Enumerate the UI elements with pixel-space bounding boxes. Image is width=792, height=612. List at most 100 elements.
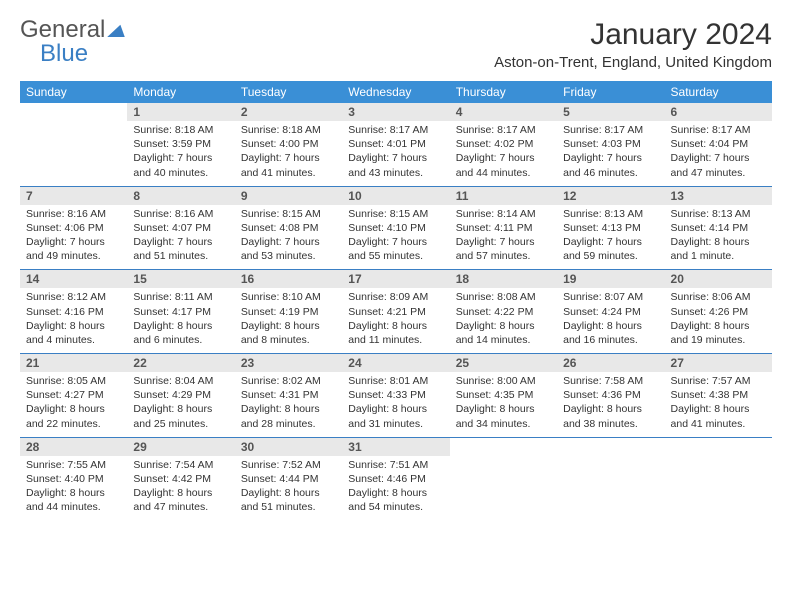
sunrise-text: Sunrise: 8:02 AM <box>241 374 336 388</box>
day-cell: 24Sunrise: 8:01 AMSunset: 4:33 PMDayligh… <box>342 354 449 437</box>
sunrise-text: Sunrise: 7:55 AM <box>26 458 121 472</box>
daylight-text-1: Daylight: 7 hours <box>348 151 443 165</box>
day-cell: 31Sunrise: 7:51 AMSunset: 4:46 PMDayligh… <box>342 438 449 521</box>
empty-day-cell <box>450 438 557 521</box>
daylight-text-1: Daylight: 8 hours <box>241 486 336 500</box>
sunset-text: Sunset: 4:04 PM <box>671 137 766 151</box>
sunset-text: Sunset: 4:03 PM <box>563 137 658 151</box>
sunrise-text: Sunrise: 8:17 AM <box>671 123 766 137</box>
day-details: Sunrise: 8:06 AMSunset: 4:26 PMDaylight:… <box>665 288 772 353</box>
day-number: 6 <box>665 103 772 121</box>
day-number: 3 <box>342 103 449 121</box>
day-number: 30 <box>235 438 342 456</box>
logo: GeneralBlue <box>20 18 125 66</box>
sunrise-text: Sunrise: 8:13 AM <box>671 207 766 221</box>
daylight-text-1: Daylight: 7 hours <box>241 151 336 165</box>
sunrise-text: Sunrise: 8:17 AM <box>348 123 443 137</box>
empty-day-cell <box>665 438 772 521</box>
day-cell: 25Sunrise: 8:00 AMSunset: 4:35 PMDayligh… <box>450 354 557 437</box>
weekday-tuesday: Tuesday <box>235 81 342 103</box>
sunrise-text: Sunrise: 8:04 AM <box>133 374 228 388</box>
daylight-text-2: and 47 minutes. <box>671 166 766 180</box>
week-row: 7Sunrise: 8:16 AMSunset: 4:06 PMDaylight… <box>20 187 772 271</box>
logo-text-blue: Blue <box>40 40 88 67</box>
day-details: Sunrise: 8:14 AMSunset: 4:11 PMDaylight:… <box>450 205 557 270</box>
sunset-text: Sunset: 4:33 PM <box>348 388 443 402</box>
daylight-text-2: and 43 minutes. <box>348 166 443 180</box>
weekday-sunday: Sunday <box>20 81 127 103</box>
daylight-text-2: and 49 minutes. <box>26 249 121 263</box>
day-cell: 20Sunrise: 8:06 AMSunset: 4:26 PMDayligh… <box>665 270 772 353</box>
day-cell: 9Sunrise: 8:15 AMSunset: 4:08 PMDaylight… <box>235 187 342 270</box>
weekday-header-row: SundayMondayTuesdayWednesdayThursdayFrid… <box>20 81 772 103</box>
sunset-text: Sunset: 4:22 PM <box>456 305 551 319</box>
sunset-text: Sunset: 4:44 PM <box>241 472 336 486</box>
daylight-text-2: and 44 minutes. <box>26 500 121 514</box>
day-details: Sunrise: 7:57 AMSunset: 4:38 PMDaylight:… <box>665 372 772 437</box>
daylight-text-2: and 53 minutes. <box>241 249 336 263</box>
daylight-text-1: Daylight: 8 hours <box>456 402 551 416</box>
daylight-text-1: Daylight: 8 hours <box>241 402 336 416</box>
calendar: SundayMondayTuesdayWednesdayThursdayFrid… <box>20 81 772 520</box>
day-details: Sunrise: 8:08 AMSunset: 4:22 PMDaylight:… <box>450 288 557 353</box>
sunset-text: Sunset: 4:46 PM <box>348 472 443 486</box>
daylight-text-2: and 59 minutes. <box>563 249 658 263</box>
daylight-text-1: Daylight: 8 hours <box>348 402 443 416</box>
day-cell: 1Sunrise: 8:18 AMSunset: 3:59 PMDaylight… <box>127 103 234 186</box>
sunrise-text: Sunrise: 8:06 AM <box>671 290 766 304</box>
daylight-text-1: Daylight: 8 hours <box>241 319 336 333</box>
weekday-friday: Friday <box>557 81 664 103</box>
day-cell: 26Sunrise: 7:58 AMSunset: 4:36 PMDayligh… <box>557 354 664 437</box>
daylight-text-1: Daylight: 7 hours <box>133 151 228 165</box>
day-cell: 12Sunrise: 8:13 AMSunset: 4:13 PMDayligh… <box>557 187 664 270</box>
daylight-text-2: and 38 minutes. <box>563 417 658 431</box>
day-details: Sunrise: 7:55 AMSunset: 4:40 PMDaylight:… <box>20 456 127 521</box>
daylight-text-2: and 6 minutes. <box>133 333 228 347</box>
sunset-text: Sunset: 4:29 PM <box>133 388 228 402</box>
weekday-monday: Monday <box>127 81 234 103</box>
day-number: 23 <box>235 354 342 372</box>
sunset-text: Sunset: 4:31 PM <box>241 388 336 402</box>
daylight-text-2: and 28 minutes. <box>241 417 336 431</box>
daylight-text-2: and 1 minute. <box>671 249 766 263</box>
day-cell: 10Sunrise: 8:15 AMSunset: 4:10 PMDayligh… <box>342 187 449 270</box>
day-cell: 17Sunrise: 8:09 AMSunset: 4:21 PMDayligh… <box>342 270 449 353</box>
daylight-text-2: and 16 minutes. <box>563 333 658 347</box>
sunrise-text: Sunrise: 7:58 AM <box>563 374 658 388</box>
day-details: Sunrise: 8:05 AMSunset: 4:27 PMDaylight:… <box>20 372 127 437</box>
day-cell: 28Sunrise: 7:55 AMSunset: 4:40 PMDayligh… <box>20 438 127 521</box>
day-cell: 3Sunrise: 8:17 AMSunset: 4:01 PMDaylight… <box>342 103 449 186</box>
sunrise-text: Sunrise: 8:12 AM <box>26 290 121 304</box>
sunset-text: Sunset: 4:13 PM <box>563 221 658 235</box>
sunset-text: Sunset: 4:26 PM <box>671 305 766 319</box>
sunrise-text: Sunrise: 8:00 AM <box>456 374 551 388</box>
daylight-text-1: Daylight: 8 hours <box>133 319 228 333</box>
day-number: 12 <box>557 187 664 205</box>
daylight-text-2: and 54 minutes. <box>348 500 443 514</box>
day-details: Sunrise: 8:13 AMSunset: 4:14 PMDaylight:… <box>665 205 772 270</box>
week-row: 14Sunrise: 8:12 AMSunset: 4:16 PMDayligh… <box>20 270 772 354</box>
daylight-text-2: and 14 minutes. <box>456 333 551 347</box>
day-cell: 19Sunrise: 8:07 AMSunset: 4:24 PMDayligh… <box>557 270 664 353</box>
sunrise-text: Sunrise: 8:18 AM <box>241 123 336 137</box>
daylight-text-1: Daylight: 8 hours <box>133 486 228 500</box>
daylight-text-1: Daylight: 8 hours <box>348 319 443 333</box>
day-number: 10 <box>342 187 449 205</box>
day-number: 17 <box>342 270 449 288</box>
daylight-text-2: and 4 minutes. <box>26 333 121 347</box>
day-details: Sunrise: 8:01 AMSunset: 4:33 PMDaylight:… <box>342 372 449 437</box>
day-number: 18 <box>450 270 557 288</box>
daylight-text-2: and 22 minutes. <box>26 417 121 431</box>
sunrise-text: Sunrise: 7:54 AM <box>133 458 228 472</box>
daylight-text-2: and 51 minutes. <box>241 500 336 514</box>
logo-text-general: General <box>20 18 105 42</box>
day-details: Sunrise: 8:15 AMSunset: 4:10 PMDaylight:… <box>342 205 449 270</box>
day-details: Sunrise: 8:16 AMSunset: 4:06 PMDaylight:… <box>20 205 127 270</box>
sunset-text: Sunset: 4:24 PM <box>563 305 658 319</box>
sunrise-text: Sunrise: 8:16 AM <box>26 207 121 221</box>
day-details: Sunrise: 8:02 AMSunset: 4:31 PMDaylight:… <box>235 372 342 437</box>
day-cell: 29Sunrise: 7:54 AMSunset: 4:42 PMDayligh… <box>127 438 234 521</box>
day-details: Sunrise: 7:54 AMSunset: 4:42 PMDaylight:… <box>127 456 234 521</box>
weekday-wednesday: Wednesday <box>342 81 449 103</box>
day-number: 14 <box>20 270 127 288</box>
